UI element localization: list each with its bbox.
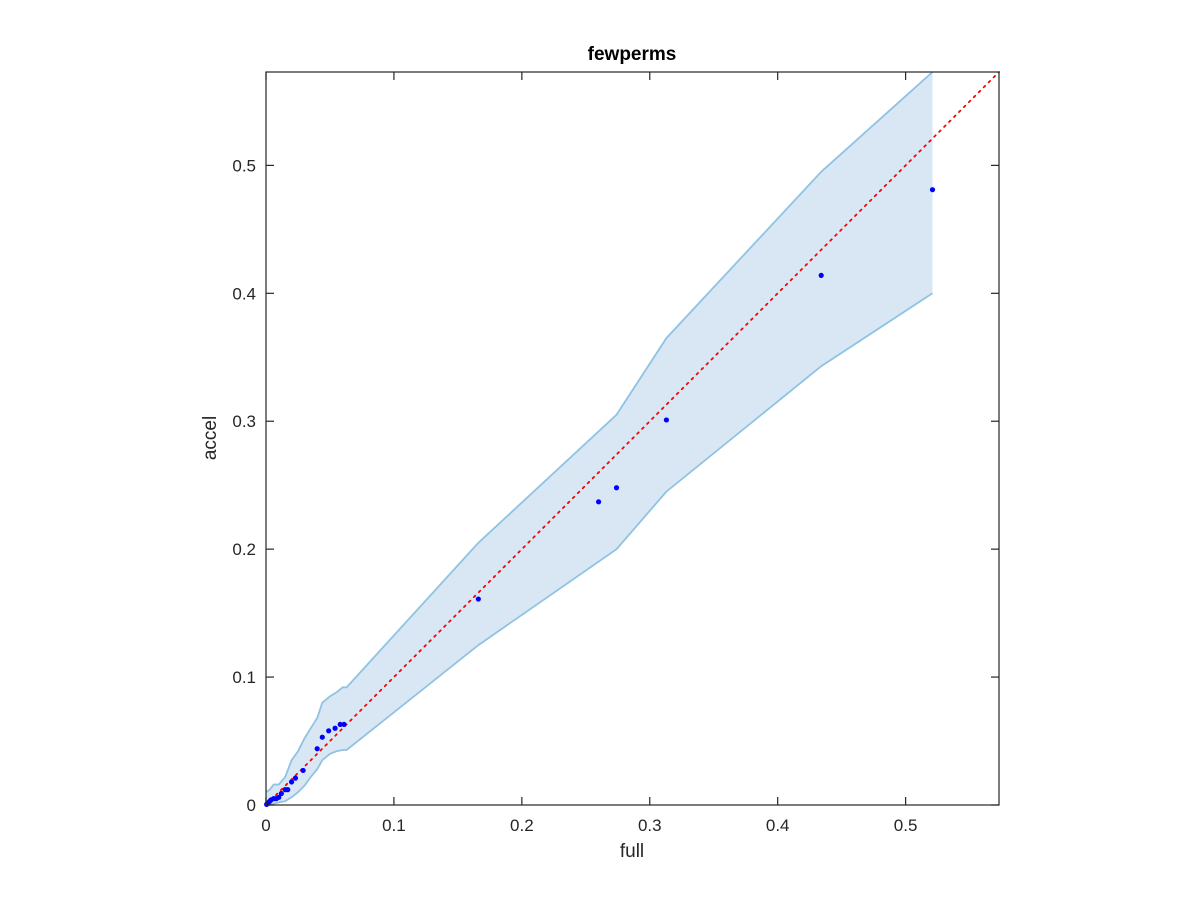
chart-title: fewperms (588, 44, 677, 65)
data-point (663, 417, 669, 423)
data-point (278, 790, 284, 797)
data-point (475, 596, 481, 602)
data-point (341, 721, 347, 728)
axes: 0 0.1 0.2 0.3 0.4 0.5 0 0.1 0.2 0.3 0.4 0.5 (232, 71, 1000, 835)
band-lower-edge (266, 292, 933, 806)
y-axis-label: accel (200, 416, 221, 460)
data-point (929, 187, 936, 193)
data-point (818, 272, 824, 278)
confidence-band (266, 72, 933, 805)
x-tick-label: 0.5 (894, 816, 918, 835)
x-tick-label: 0.2 (510, 816, 534, 835)
data-point (276, 794, 282, 800)
x-axis-label: full (620, 841, 644, 862)
data-point (319, 734, 325, 740)
data-point (326, 728, 332, 734)
reference-line (265, 71, 1000, 806)
y-tick-label: 0.2 (232, 540, 256, 559)
y-tick-label: 0.1 (232, 668, 256, 687)
x-tick-label: 0.3 (638, 816, 662, 835)
data-point (292, 775, 299, 781)
data-point (332, 725, 338, 731)
data-point (285, 787, 291, 793)
data-point (613, 485, 620, 491)
y-tick-label: 0.5 (232, 156, 256, 175)
band-upper-edge (265, 71, 934, 793)
y-tick-label: 0.4 (232, 284, 256, 303)
x-tick-label: 0.1 (382, 816, 406, 835)
x-tick-label: 0.4 (766, 816, 790, 835)
data-point (596, 499, 602, 505)
data-point (288, 779, 295, 785)
data-point (314, 746, 320, 752)
x-tick-label: 0 (261, 816, 270, 835)
axes-box (265, 71, 1000, 806)
y-tick-label: 0.3 (232, 412, 256, 431)
data-point (337, 721, 343, 728)
plot-area (264, 71, 1000, 807)
data-point (300, 767, 306, 774)
y-tick-label: 0 (247, 796, 256, 815)
